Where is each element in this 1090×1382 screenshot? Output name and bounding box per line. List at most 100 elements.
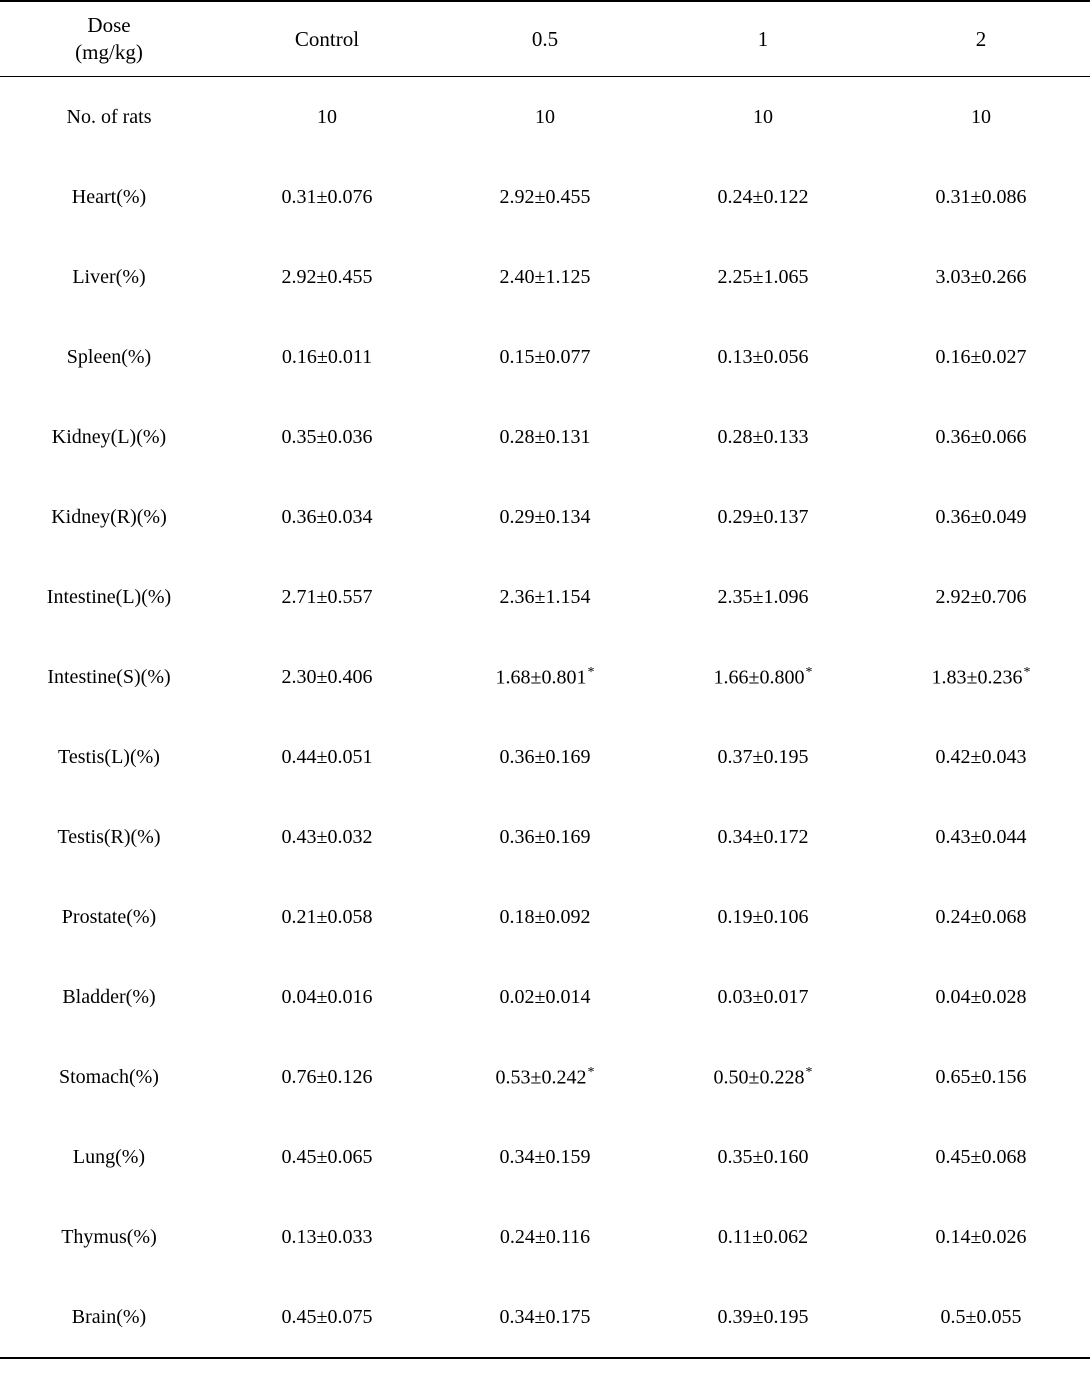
cell-value: 0.29±0.134 — [500, 506, 591, 528]
data-cell: 0.43±0.044 — [872, 797, 1090, 877]
table-row: Intestine(L)(%)2.71±0.5572.36±1.154 2.35±… — [0, 557, 1090, 637]
cell-value: 0.45±0.075 — [282, 1306, 373, 1328]
data-cell: 0.19±0.106 — [654, 877, 872, 957]
row-label: Kidney(L)(%) — [0, 397, 218, 477]
data-cell: 0.04±0.028 — [872, 957, 1090, 1037]
table-row: Testis(R)(%)0.43±0.0320.36±0.1690.34±0.1… — [0, 797, 1090, 877]
data-cell: 0.28±0.133 — [654, 397, 872, 477]
cell-value: 0.34±0.175 — [500, 1306, 591, 1328]
cell-value: 10 — [971, 106, 991, 128]
cell-value: 1.83±0.236 — [932, 666, 1023, 688]
table-row: Liver(%)2.92±0.455 2.40±1.125 2.25±1.0653.… — [0, 237, 1090, 317]
data-cell: 2.92±0.455 — [436, 157, 654, 237]
data-cell: 0.35±0.160 — [654, 1117, 872, 1197]
data-cell: 0.44±0.051 — [218, 717, 436, 797]
data-cell: 0.21±0.058 — [218, 877, 436, 957]
cell-value: 10 — [753, 106, 773, 128]
data-cell: 10 — [436, 77, 654, 158]
significance-star-icon: * — [805, 665, 812, 680]
data-cell: 0.45±0.068 — [872, 1117, 1090, 1197]
data-cell: 0.37±0.195 — [654, 717, 872, 797]
data-cell: 0.5±0.055 — [872, 1277, 1090, 1358]
cell-value: 0.28±0.133 — [718, 426, 809, 448]
cell-value: 0.36±0.066 — [936, 426, 1027, 448]
data-cell: 0.28±0.131 — [436, 397, 654, 477]
data-cell: 0.29±0.137 — [654, 477, 872, 557]
cell-value: 0.35±0.160 — [718, 1146, 809, 1168]
data-cell: 2.71±0.557 — [218, 557, 436, 637]
cell-value: 0.13±0.056 — [718, 346, 809, 368]
data-cell: 0.34±0.172 — [654, 797, 872, 877]
significance-star-icon: * — [587, 665, 594, 680]
table-row: Kidney(L)(%)0.35±0.0360.28±0.1310.28±0.1… — [0, 397, 1090, 477]
data-cell: 3.03±0.266 — [872, 237, 1090, 317]
header-dose-line1: Dose — [0, 12, 218, 39]
data-cell: 0.36±0.066 — [872, 397, 1090, 477]
data-cell: 0.11±0.062 — [654, 1197, 872, 1277]
table-row: Prostate(%)0.21±0.0580.18±0.0920.19±0.10… — [0, 877, 1090, 957]
data-cell: 0.45±0.075 — [218, 1277, 436, 1358]
data-cell: 0.24±0.122 — [654, 157, 872, 237]
row-label: Brain(%) — [0, 1277, 218, 1358]
cell-value: 0.36±0.169 — [500, 746, 591, 768]
data-cell: 2.92±0.706 — [872, 557, 1090, 637]
cell-value: 0.14±0.026 — [936, 1226, 1027, 1248]
data-cell: 0.65±0.156 — [872, 1037, 1090, 1117]
cell-value: 2.40±1.125 — [500, 266, 591, 288]
data-cell: 0.02±0.014 — [436, 957, 654, 1037]
table-row: Bladder(%)0.04±0.0160.02±0.0140.03±0.017… — [0, 957, 1090, 1037]
cell-value: 0.28±0.131 — [500, 426, 591, 448]
row-label: Intestine(L)(%) — [0, 557, 218, 637]
data-cell: 0.04±0.016 — [218, 957, 436, 1037]
table-row: Intestine(S)(%)2.30±0.4061.68±0.801*1.66… — [0, 637, 1090, 717]
data-cell: 0.24±0.116 — [436, 1197, 654, 1277]
header-1-label: 1 — [758, 27, 769, 51]
header-0_5-label: 0.5 — [532, 27, 558, 51]
data-cell: 0.14±0.026 — [872, 1197, 1090, 1277]
header-cell-0_5: 0.5 — [436, 1, 654, 77]
data-cell: 2.92±0.455 — [218, 237, 436, 317]
cell-value: 0.44±0.051 — [282, 746, 373, 768]
data-cell: 0.13±0.056 — [654, 317, 872, 397]
cell-value: 0.39±0.195 — [718, 1306, 809, 1328]
cell-value: 2.35±1.096 — [718, 586, 809, 608]
data-cell: 0.50±0.228* — [654, 1037, 872, 1117]
data-cell: 2.25±1.065 — [654, 237, 872, 317]
cell-value: 0.03±0.017 — [718, 986, 809, 1008]
data-cell: 0.39±0.195 — [654, 1277, 872, 1358]
table-row: Heart(%)0.31±0.0762.92±0.4550.24±0.1220.… — [0, 157, 1090, 237]
row-label: Spleen(%) — [0, 317, 218, 397]
cell-value: 0.37±0.195 — [718, 746, 809, 768]
data-cell: 1.68±0.801* — [436, 637, 654, 717]
table-row: Testis(L)(%)0.44±0.0510.36±0.1690.37±0.1… — [0, 717, 1090, 797]
data-cell: 10 — [654, 77, 872, 158]
data-cell: 0.53±0.242* — [436, 1037, 654, 1117]
cell-value: 0.34±0.172 — [718, 826, 809, 848]
table-body: No. of rats10101010Heart(%)0.31±0.0762.9… — [0, 77, 1090, 1359]
cell-value: 0.36±0.169 — [500, 826, 591, 848]
data-cell: 10 — [872, 77, 1090, 158]
table-row: Lung(%)0.45±0.0650.34±0.1590.35±0.1600.4… — [0, 1117, 1090, 1197]
cell-value: 0.16±0.027 — [936, 346, 1027, 368]
significance-star-icon: * — [805, 1065, 812, 1080]
data-cell: 0.42±0.043 — [872, 717, 1090, 797]
row-label: Stomach(%) — [0, 1037, 218, 1117]
cell-value: 0.50±0.228 — [714, 1066, 805, 1088]
header-dose-line2: (mg/kg) — [0, 39, 218, 66]
data-cell: 0.34±0.159 — [436, 1117, 654, 1197]
row-label: Liver(%) — [0, 237, 218, 317]
row-label: Lung(%) — [0, 1117, 218, 1197]
data-cell: 1.66±0.800* — [654, 637, 872, 717]
data-cell: 0.31±0.086 — [872, 157, 1090, 237]
row-label: Thymus(%) — [0, 1197, 218, 1277]
data-cell: 0.03±0.017 — [654, 957, 872, 1037]
cell-value: 0.45±0.068 — [936, 1146, 1027, 1168]
cell-value: 0.02±0.014 — [500, 986, 591, 1008]
table-row: Brain(%) 0.45±0.075 0.34±0.175 0.39±0.195 0.… — [0, 1277, 1090, 1358]
data-cell: 2.36±1.154 — [436, 557, 654, 637]
data-cell: 0.36±0.169 — [436, 717, 654, 797]
significance-star-icon: * — [1023, 665, 1030, 680]
cell-value: 0.53±0.242 — [496, 1066, 587, 1088]
cell-value: 0.42±0.043 — [936, 746, 1027, 768]
cell-value: 10 — [317, 106, 337, 128]
